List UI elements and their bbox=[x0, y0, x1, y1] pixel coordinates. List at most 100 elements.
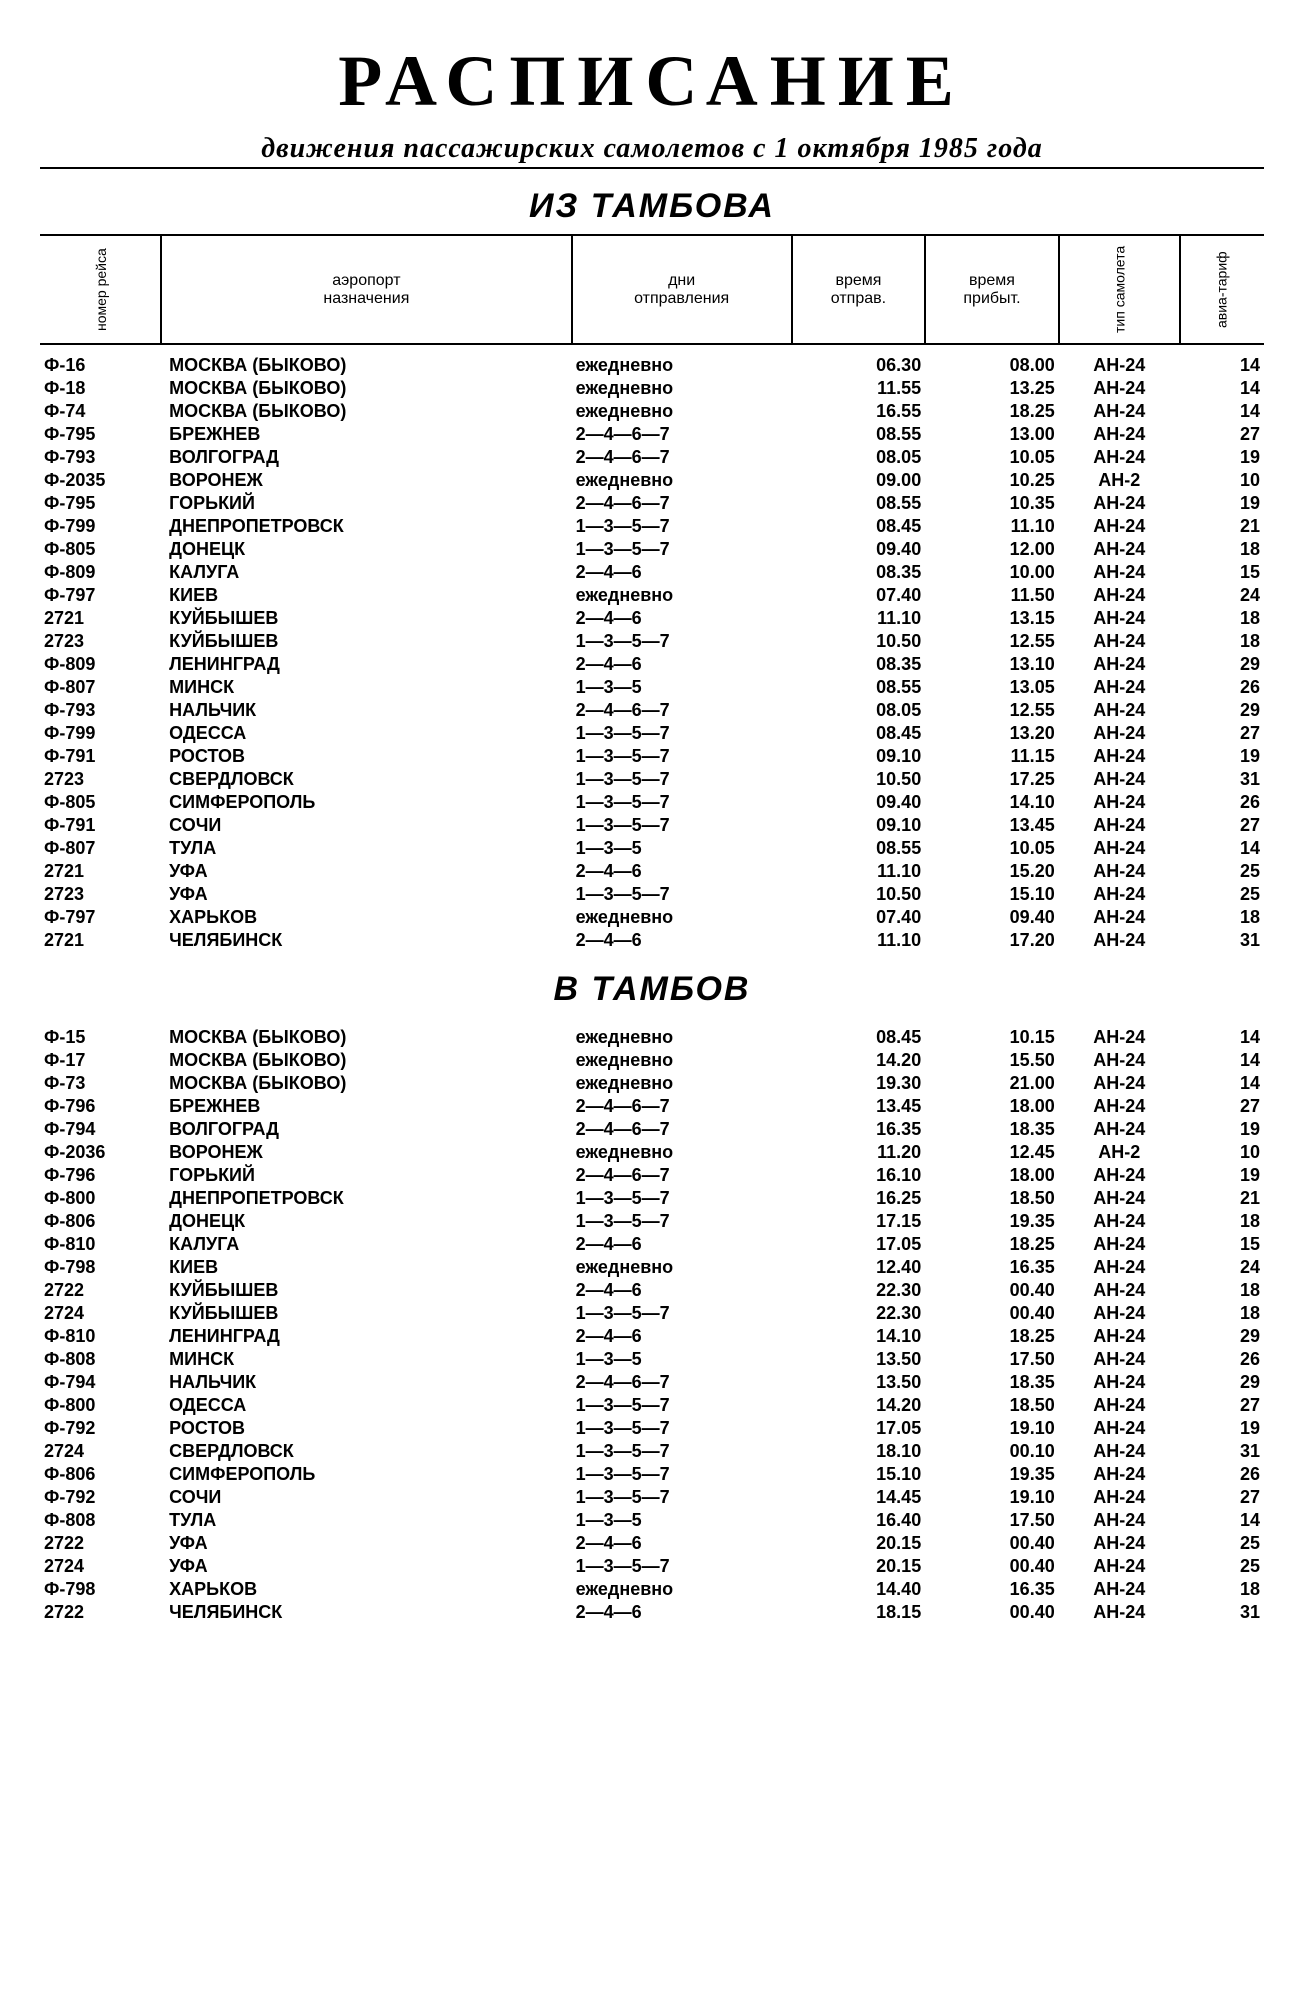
cell: 19 bbox=[1180, 446, 1264, 469]
table-row: 2723КУЙБЫШЕВ1—3—5—710.5012.55АН-2418 bbox=[40, 630, 1264, 653]
cell: Ф-808 bbox=[40, 1509, 161, 1532]
cell: ежедневно bbox=[572, 906, 792, 929]
table-row: Ф-16МОСКВА (БЫКОВО)ежедневно06.3008.00АН… bbox=[40, 344, 1264, 377]
cell: 00.40 bbox=[925, 1279, 1059, 1302]
cell: 18.35 bbox=[925, 1371, 1059, 1394]
cell: 2—4—6 bbox=[572, 607, 792, 630]
cell: МОСКВА (БЫКОВО) bbox=[161, 400, 571, 423]
cell: АН-24 bbox=[1059, 446, 1180, 469]
cell: 14 bbox=[1180, 1017, 1264, 1049]
table-row: Ф-17МОСКВА (БЫКОВО)ежедневно14.2015.50АН… bbox=[40, 1049, 1264, 1072]
cell: 10.05 bbox=[925, 837, 1059, 860]
cell: АН-24 bbox=[1059, 837, 1180, 860]
cell: АН-24 bbox=[1059, 538, 1180, 561]
cell: 10 bbox=[1180, 1141, 1264, 1164]
cell: Ф-795 bbox=[40, 492, 161, 515]
cell: УФА bbox=[161, 883, 571, 906]
table-row: 2721КУЙБЫШЕВ2—4—611.1013.15АН-2418 bbox=[40, 607, 1264, 630]
cell: Ф-798 bbox=[40, 1578, 161, 1601]
table-row: Ф-800ОДЕССА1—3—5—714.2018.50АН-2427 bbox=[40, 1394, 1264, 1417]
cell: ХАРЬКОВ bbox=[161, 1578, 571, 1601]
cell: 2—4—6 bbox=[572, 1279, 792, 1302]
table-row: Ф-796ГОРЬКИЙ2—4—6—716.1018.00АН-2419 bbox=[40, 1164, 1264, 1187]
cell: 31 bbox=[1180, 768, 1264, 791]
cell: 11.10 bbox=[925, 515, 1059, 538]
cell: 14 bbox=[1180, 400, 1264, 423]
cell: ГОРЬКИЙ bbox=[161, 492, 571, 515]
cell: 19 bbox=[1180, 745, 1264, 768]
table-row: Ф-809ЛЕНИНГРАД2—4—608.3513.10АН-2429 bbox=[40, 653, 1264, 676]
cell: 1—3—5—7 bbox=[572, 1302, 792, 1325]
cell: Ф-810 bbox=[40, 1325, 161, 1348]
cell: Ф-797 bbox=[40, 906, 161, 929]
cell: АН-24 bbox=[1059, 1049, 1180, 1072]
cell: 1—3—5—7 bbox=[572, 1394, 792, 1417]
cell: 27 bbox=[1180, 814, 1264, 837]
cell: 18.25 bbox=[925, 1233, 1059, 1256]
cell: СОЧИ bbox=[161, 1486, 571, 1509]
cell: 14.40 bbox=[792, 1578, 926, 1601]
cell: ОДЕССА bbox=[161, 722, 571, 745]
cell: АН-24 bbox=[1059, 653, 1180, 676]
cell: 1—3—5—7 bbox=[572, 1440, 792, 1463]
cell: КАЛУГА bbox=[161, 561, 571, 584]
cell: 2724 bbox=[40, 1440, 161, 1463]
cell: Ф-791 bbox=[40, 745, 161, 768]
cell: Ф-18 bbox=[40, 377, 161, 400]
col-days-label: дни отправления bbox=[572, 235, 792, 344]
cell: 08.55 bbox=[792, 676, 926, 699]
cell: 29 bbox=[1180, 653, 1264, 676]
cell: 18 bbox=[1180, 906, 1264, 929]
cell: СИМФЕРОПОЛЬ bbox=[161, 791, 571, 814]
cell: 1—3—5—7 bbox=[572, 630, 792, 653]
cell: 2722 bbox=[40, 1279, 161, 1302]
cell: АН-24 bbox=[1059, 1256, 1180, 1279]
cell: 27 bbox=[1180, 1095, 1264, 1118]
cell: АН-24 bbox=[1059, 607, 1180, 630]
cell: 12.55 bbox=[925, 630, 1059, 653]
cell: 14 bbox=[1180, 344, 1264, 377]
cell: АН-24 bbox=[1059, 1017, 1180, 1049]
cell: 31 bbox=[1180, 929, 1264, 952]
cell: 11.50 bbox=[925, 584, 1059, 607]
cell: Ф-800 bbox=[40, 1187, 161, 1210]
cell: Ф-799 bbox=[40, 515, 161, 538]
cell: АН-24 bbox=[1059, 1348, 1180, 1371]
table-row: Ф-794НАЛЬЧИК2—4—6—713.5018.35АН-2429 bbox=[40, 1371, 1264, 1394]
cell: НАЛЬЧИК bbox=[161, 1371, 571, 1394]
cell: 16.35 bbox=[792, 1118, 926, 1141]
cell: АН-24 bbox=[1059, 860, 1180, 883]
cell: РОСТОВ bbox=[161, 745, 571, 768]
cell: 19 bbox=[1180, 492, 1264, 515]
cell: УФА bbox=[161, 1555, 571, 1578]
col-arr-label: время прибыт. bbox=[925, 235, 1059, 344]
cell: Ф-807 bbox=[40, 837, 161, 860]
table-row: Ф-792СОЧИ1—3—5—714.4519.10АН-2427 bbox=[40, 1486, 1264, 1509]
cell: 17.15 bbox=[792, 1210, 926, 1233]
table-row: 2724СВЕРДЛОВСК1—3—5—718.1000.10АН-2431 bbox=[40, 1440, 1264, 1463]
cell: Ф-792 bbox=[40, 1486, 161, 1509]
cell: 31 bbox=[1180, 1440, 1264, 1463]
section-heading-out: ИЗ ТАМБОВА bbox=[40, 187, 1264, 226]
table-row: Ф-794ВОЛГОГРАД2—4—6—716.3518.35АН-2419 bbox=[40, 1118, 1264, 1141]
cell: 19.30 bbox=[792, 1072, 926, 1095]
table-row: Ф-810КАЛУГА2—4—617.0518.25АН-2415 bbox=[40, 1233, 1264, 1256]
cell: РОСТОВ bbox=[161, 1417, 571, 1440]
cell: 14 bbox=[1180, 1072, 1264, 1095]
cell: СОЧИ bbox=[161, 814, 571, 837]
cell: ТУЛА bbox=[161, 1509, 571, 1532]
col-arr-top: время bbox=[930, 272, 1054, 290]
cell: 16.55 bbox=[792, 400, 926, 423]
cell: АН-24 bbox=[1059, 1509, 1180, 1532]
cell: 22.30 bbox=[792, 1302, 926, 1325]
cell: 25 bbox=[1180, 883, 1264, 906]
cell: 14.20 bbox=[792, 1049, 926, 1072]
cell: Ф-809 bbox=[40, 561, 161, 584]
cell: 16.35 bbox=[925, 1578, 1059, 1601]
cell: УФА bbox=[161, 1532, 571, 1555]
cell: 11.10 bbox=[792, 929, 926, 952]
cell: 18.15 bbox=[792, 1601, 926, 1624]
cell: МОСКВА (БЫКОВО) bbox=[161, 344, 571, 377]
col-dest-label: аэропорт назначения bbox=[161, 235, 571, 344]
cell: Ф-806 bbox=[40, 1210, 161, 1233]
